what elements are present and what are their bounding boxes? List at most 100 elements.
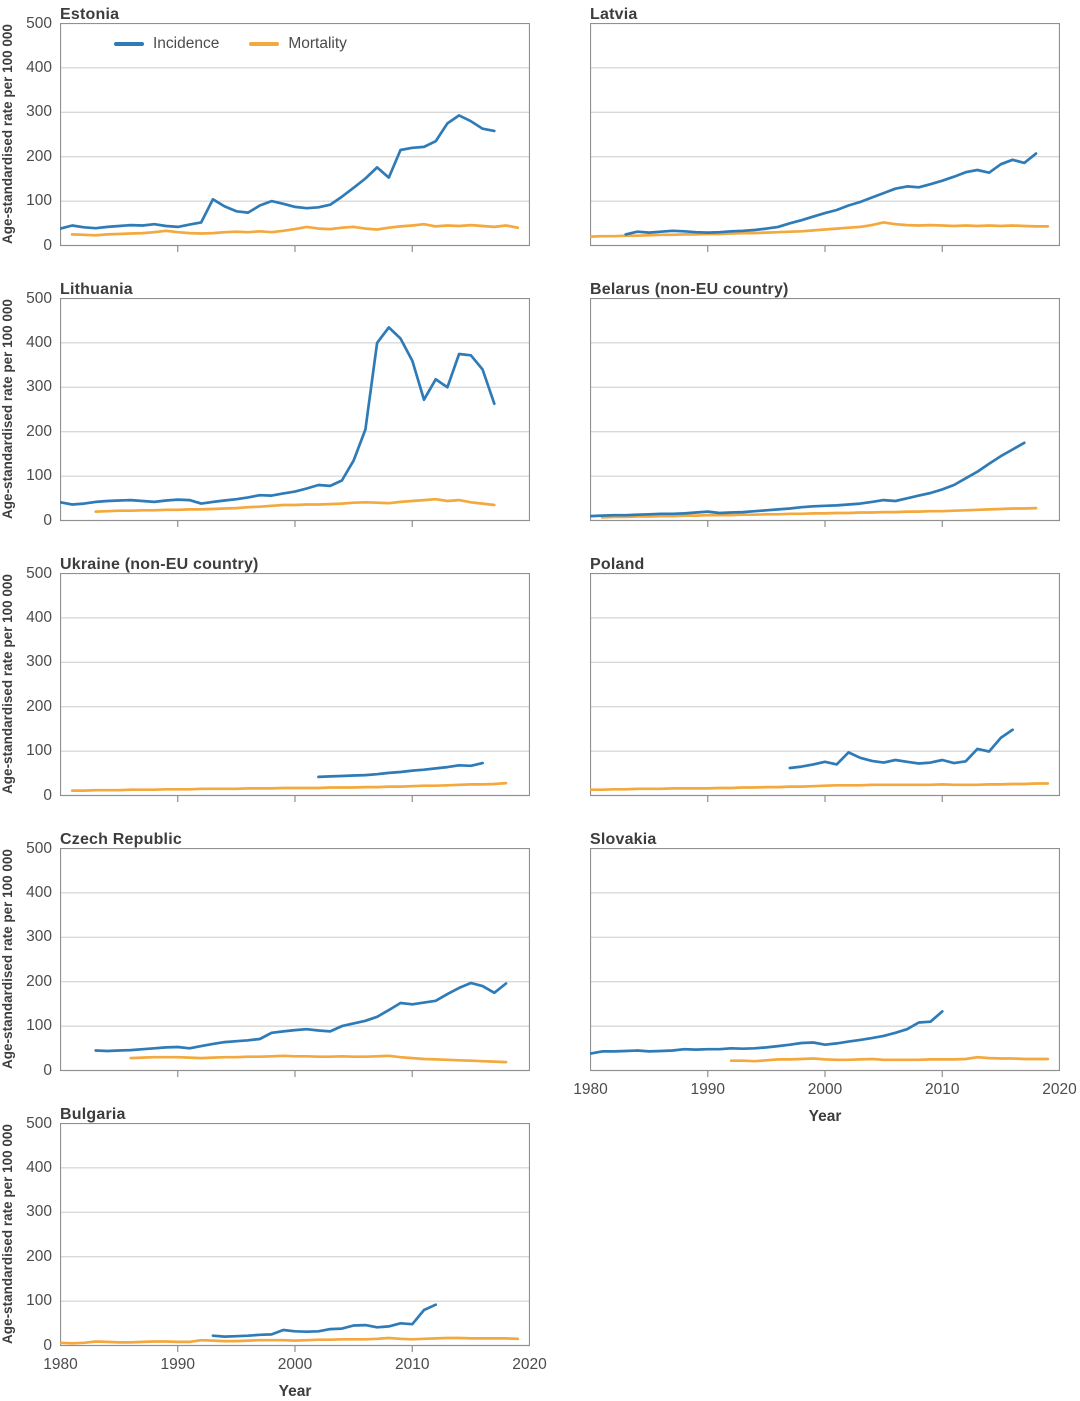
panel-lithuania: Lithuania Age-standardised rate per 100 0… <box>0 275 540 550</box>
y-axis-gutter: Age-standardised rate per 100 000 500 400 3… <box>0 1115 60 1354</box>
panel-title: Belarus (non-EU country) <box>590 281 789 298</box>
y-axis-gutter: Age-standardised rate per 100 000 500 400 3… <box>0 840 60 1079</box>
plot-area: 1980 1990 2000 2010 2020 Year <box>573 848 1077 1126</box>
panel-title: Poland <box>590 556 645 573</box>
panel-bulgaria: Bulgaria Age-standardised rate per 100 00… <box>0 1100 547 1401</box>
y-axis-gutter: Age-standardised rate per 100 000 500 400 3… <box>0 565 60 804</box>
x-tick-label: 1990 <box>690 1081 725 1098</box>
panel-body: Age-standardised rate per 100 000 500 400 3… <box>0 290 540 528</box>
chart-canvas <box>590 23 1060 252</box>
y-tick-label: 500 <box>26 289 52 307</box>
y-tick-label: 300 <box>26 378 52 396</box>
panel-body <box>540 573 1080 803</box>
mortality-line <box>70 781 508 792</box>
x-tick-label: 1980 <box>43 1356 78 1373</box>
y-tick-label: 200 <box>26 697 52 715</box>
plot-frame <box>60 298 530 522</box>
panel-poland: Poland <box>540 550 1080 825</box>
x-tick-label: 2010 <box>395 1356 430 1373</box>
y-tick-label: 400 <box>26 608 52 626</box>
y-tick-label: 300 <box>26 103 52 121</box>
plot-frame <box>60 573 530 797</box>
y-tick-label: 200 <box>26 422 52 440</box>
mortality-line <box>729 1055 1050 1063</box>
y-tick-label: 300 <box>26 653 52 671</box>
panel-latvia: Latvia <box>540 0 1080 275</box>
y-axis-gutter <box>540 573 590 803</box>
mortality-line <box>94 497 496 513</box>
incidence-line <box>624 152 1038 236</box>
x-tick-label: 2020 <box>1042 1081 1077 1098</box>
panel-title: Latvia <box>590 6 638 23</box>
x-tick-label: 2020 <box>512 1356 547 1373</box>
x-axis-tick-labels: 1980 1990 2000 2010 2020 <box>43 1356 546 1376</box>
incidence-line <box>590 1010 944 1055</box>
chart-canvas <box>60 848 530 1077</box>
legend-item-mortality: Mortality <box>249 35 347 53</box>
x-tick-label: 2000 <box>277 1356 313 1373</box>
panel-czech-republic: Czech Republic Age-standardised rate per … <box>0 825 540 1100</box>
plot-area <box>590 23 1060 253</box>
plot-area: 1980 1990 2000 2010 2020 Year <box>43 1123 547 1401</box>
plot-area <box>60 848 530 1078</box>
incidence-line <box>60 326 496 506</box>
chart-canvas <box>590 848 1060 1077</box>
plot-area <box>590 298 1060 528</box>
panel-title: Bulgaria <box>60 1106 126 1123</box>
y-tick-label: 100 <box>26 467 52 485</box>
y-tick-label: 300 <box>26 1203 52 1221</box>
legend-item-incidence: Incidence <box>114 35 219 53</box>
plot-frame <box>590 848 1060 1072</box>
y-tick-label: 400 <box>26 883 52 901</box>
mortality-line <box>600 506 1038 519</box>
chart-canvas <box>60 298 530 527</box>
chart-canvas <box>60 23 530 252</box>
legend-label-incidence: Incidence <box>153 35 220 52</box>
x-tick-label: 2010 <box>925 1081 960 1098</box>
y-tick-label: 100 <box>26 742 52 760</box>
chart-canvas <box>60 1123 530 1352</box>
mortality-line-swatch <box>249 42 280 46</box>
x-tick-label: 1980 <box>573 1081 608 1098</box>
chart-canvas <box>60 573 530 802</box>
plot-frame <box>60 23 530 247</box>
y-tick-label: 0 <box>43 1061 52 1079</box>
y-tick-label: 500 <box>26 839 52 857</box>
legend: Incidence Mortality <box>114 35 347 53</box>
panel-body: Age-standardised rate per 100 000 500 400 3… <box>0 565 540 804</box>
plot-area <box>60 573 530 803</box>
y-tick-label: 500 <box>26 1114 52 1132</box>
plot-area <box>60 298 530 528</box>
y-tick-label: 400 <box>26 1158 52 1176</box>
incidence-line-swatch <box>114 42 144 46</box>
x-axis-tick-labels: 1980 1990 2000 2010 2020 <box>573 1081 1076 1101</box>
panel-body: Age-standardised rate per 100 000 500 400 3… <box>0 15 540 253</box>
y-axis-gutter <box>540 23 590 253</box>
panel-body <box>540 298 1080 528</box>
plot-frame <box>590 298 1060 522</box>
panel-title: Slovakia <box>590 831 657 848</box>
panel-title: Estonia <box>60 6 120 23</box>
x-axis-title: Year <box>278 1383 312 1400</box>
y-tick-label: 300 <box>26 928 52 946</box>
y-tick-label: 500 <box>26 14 52 32</box>
plot-frame <box>60 1123 530 1347</box>
mortality-line <box>70 222 520 237</box>
y-tick-label: 0 <box>43 1336 52 1354</box>
y-axis-gutter: Age-standardised rate per 100 000 500 400 3… <box>0 15 60 253</box>
plot-frame <box>60 848 530 1072</box>
panel-body: 1980 1990 2000 2010 2020 Year <box>540 848 1080 1126</box>
chart-canvas <box>590 573 1060 802</box>
y-axis-label: Age-standardised rate per 100 000 <box>0 1124 15 1344</box>
y-axis-gutter <box>540 848 590 1078</box>
y-axis-label: Age-standardised rate per 100 000 <box>0 24 15 244</box>
panel-ukraine: Ukraine (non-EU country) Age-standardised… <box>0 550 540 825</box>
y-tick-label: 200 <box>26 1247 52 1265</box>
mortality-line <box>60 1336 520 1345</box>
panel-title: Czech Republic <box>60 831 182 848</box>
x-axis-title: Year <box>808 1108 842 1125</box>
y-tick-label: 0 <box>43 786 52 804</box>
incidence-line <box>788 728 1014 770</box>
panel-body <box>540 23 1080 253</box>
